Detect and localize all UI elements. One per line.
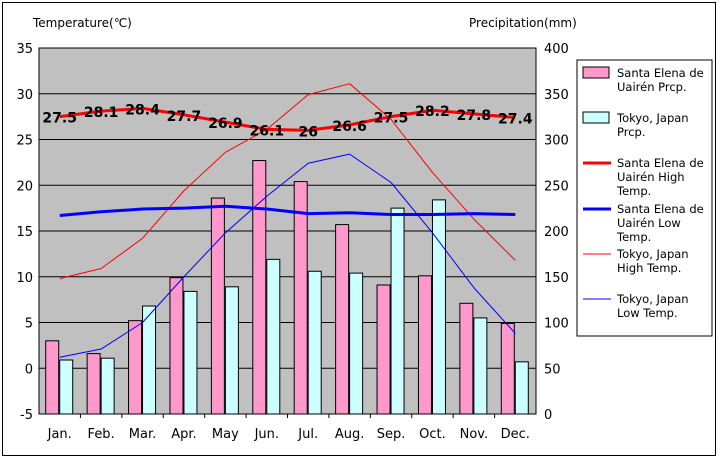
temp-tick-label: 35 [16,42,33,57]
legend-label: Uairén Low [617,216,681,230]
chart-frame: Temperature(℃) Precipitation(mm) -5 0 5 10 1… [2,2,716,456]
santa-elena-precip-bar [500,322,515,415]
tokyo-precip-bar [142,305,157,415]
santa-elena-precip-bar [252,160,267,415]
santa-elena-low-line [59,204,516,217]
high-temp-data-label: 28.1 [84,105,119,121]
temp-tick-label: 10 [16,271,33,286]
x-tick-label: Dec. [501,427,530,442]
tokyo-precip-bar [183,290,198,415]
legend-label: High Temp. [617,261,681,275]
high-temp-data-label: 27.5 [42,111,77,127]
tokyo-high-line [59,83,516,280]
high-temp-data-label: 26.1 [250,123,285,139]
tokyo-low-line [59,153,516,358]
legend-box [576,59,713,337]
high-temp-data-label: 27.7 [167,109,202,125]
high-temp-data-label: 28.2 [415,104,450,120]
legend-label: Temp. [616,230,651,244]
x-tick-label: Jun. [254,427,279,442]
x-tick-label: May [212,427,239,442]
temp-tick-label: 5 [25,317,33,332]
x-tick-label: Apr. [171,427,196,442]
santa-elena-precip-bar [169,277,184,415]
high-temp-data-label: 26 [298,124,317,140]
santa-elena-precip-bar [335,224,350,415]
legend-label: Tokyo, Japan [616,292,689,306]
tokyo-precip-bar [100,357,115,415]
santa-elena-precip-bar [128,320,143,415]
precip-tick-label: 350 [544,88,569,103]
santa-elena-precip-bar [45,340,60,415]
high-temp-data-label: 27.8 [457,108,492,124]
high-temp-data-label: 27.5 [374,111,409,127]
precip-tick-label: 100 [544,317,569,332]
tokyo-precip-bar [307,270,322,415]
tokyo-precip-bar [224,286,239,415]
legend-swatch-tokyo-precip [582,111,610,124]
right-axis-label: Precipitation(mm) [469,16,577,30]
santa-elena-precip-bar [210,197,225,415]
precip-tick-label: 50 [544,362,561,377]
temp-tick-label: 25 [16,134,33,149]
x-tick-label: Oct. [419,427,446,442]
legend-swatch-santa-elena-precip [582,66,610,79]
legend-label: Low Temp. [617,306,678,320]
high-temp-data-label: 26.6 [332,119,367,135]
temp-tick-label: 20 [16,179,33,194]
high-temp-data-label: 28.4 [125,102,160,118]
legend-label: Uairén High [617,170,685,184]
legend-label: Temp. [616,184,651,198]
legend-label: Tokyo, Japan [616,111,689,125]
x-tick-label: Jan. [47,427,72,442]
x-tick-label: Sep. [377,427,406,442]
x-tick-label: Jul. [297,427,318,442]
legend-label: Santa Elena de [617,156,704,170]
temp-tick-label: 0 [25,362,33,377]
x-tick-label: Aug. [335,427,365,442]
tokyo-precip-bar [349,272,364,415]
tokyo-precip-bar [514,361,529,415]
legend-label: Tokyo, Japan [616,247,689,261]
santa-elena-precip-bar [293,181,308,415]
temp-tick-label: 15 [16,225,33,240]
high-temp-data-label: 26.9 [208,116,243,132]
precip-tick-label: 150 [544,271,569,286]
climate-chart: Temperature(℃) Precipitation(mm) -5 0 5 10 1… [16,16,713,442]
tokyo-precip-bar [431,199,446,415]
tokyo-precip-bar [266,258,281,415]
temp-tick-label: 30 [16,88,33,103]
legend-label: Uairén Prcp. [617,80,687,94]
legend-label: Prcp. [617,125,646,139]
precip-tick-label: 300 [544,134,569,149]
tokyo-precip-bar [59,359,74,415]
legend-label: Santa Elena de [617,202,704,216]
santa-elena-high-line [59,106,516,132]
high-temp-data-label: 27.4 [498,112,533,128]
left-axis-label: Temperature(℃) [32,16,132,30]
precip-tick-label: 400 [544,42,569,57]
tokyo-precip-bar [390,207,405,415]
santa-elena-precip-bar [86,353,101,415]
legend-label: Santa Elena de [617,66,704,80]
precip-tick-label: 250 [544,179,569,194]
santa-elena-precip-bar [376,284,391,415]
precip-tick-label: 200 [544,225,569,240]
x-tick-label: Feb. [88,427,115,442]
x-tick-label: Mar. [129,427,156,442]
x-tick-label: Nov. [460,427,489,442]
precip-tick-label: 0 [544,408,552,423]
plot-area: -505101520253035050100150200250300350400… [16,42,568,442]
santa-elena-precip-bar [459,302,474,415]
temp-tick-label: -5 [20,408,33,423]
tokyo-precip-bar [473,317,488,415]
santa-elena-precip-bar [417,275,432,415]
